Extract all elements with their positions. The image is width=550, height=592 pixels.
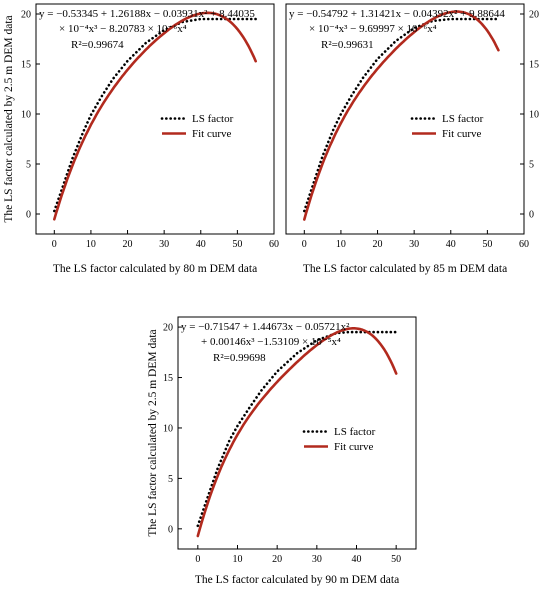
y-tick-label: 15: [529, 60, 539, 71]
y-tick-label: 10: [529, 110, 539, 121]
y-axis-label: The LS factor calculated by 2.5 m DEM da…: [147, 329, 159, 536]
x-tick-label: 50: [391, 554, 401, 565]
x-axis-label: The LS factor calculated by 80 m DEM dat…: [53, 263, 257, 275]
legend-label-fit-curve: Fit curve: [192, 128, 232, 140]
y-tick-label: 0: [529, 210, 534, 221]
legend-label-ls-factor: LS factor: [192, 113, 234, 125]
x-tick-label: 0: [302, 239, 307, 250]
y-tick-label: 5: [168, 474, 173, 485]
x-tick-label: 40: [446, 239, 456, 250]
x-tick-label: 20: [123, 239, 133, 250]
ls-factor-series-line: [53, 17, 257, 213]
y-tick-label: 20: [21, 10, 31, 21]
y-tick-label: 15: [163, 373, 173, 384]
x-tick-label: 10: [233, 554, 243, 565]
chart-panel-3: 0 10 20 30 40 50 0 5 10 15 20 The LS factor calcula…: [147, 316, 417, 586]
fit-curve-line: [53, 11, 257, 221]
fit-equation-line: R²=0.99631: [321, 39, 374, 51]
x-tick-label: 50: [482, 239, 492, 250]
fit-equation-line: R²=0.99674: [71, 39, 124, 51]
chart-panel-2: 0 10 20 30 40 50 60 0 5 10 15 20 The LS factor calcu…: [285, 3, 539, 275]
fit-curve-line: [303, 10, 500, 221]
x-tick-label: 30: [409, 239, 419, 250]
fit-equation-line: × 10⁻⁴x³ − 9.69997 × 10⁻⁶x⁴: [309, 23, 437, 35]
y-tick-label: 0: [26, 210, 31, 221]
x-tick-label: 10: [336, 239, 346, 250]
x-tick-label: 40: [196, 239, 206, 250]
x-tick-label: 0: [52, 239, 57, 250]
x-tick-label: 20: [373, 239, 383, 250]
y-tick-label: 5: [26, 160, 31, 171]
legend-label-ls-factor: LS factor: [334, 426, 376, 438]
x-axis-label: The LS factor calculated by 90 m DEM dat…: [195, 574, 399, 586]
fit-equation-line: y = −0.53345 + 1.26188x − 0.03931x² + 8.…: [39, 8, 255, 20]
fit-equation-line: + 0.00146x³ −1.53109 × 10⁻⁵x⁴: [201, 336, 341, 348]
y-axis-label: The LS factor calculated by 2.5 m DEM da…: [3, 15, 15, 222]
x-tick-label: 30: [312, 554, 322, 565]
fit-equation-line: y = −0.54792 + 1.31421x − 0.04392x² + 9.…: [289, 8, 505, 20]
y-tick-label: 15: [21, 60, 31, 71]
x-tick-label: 10: [86, 239, 96, 250]
y-tick-label: 5: [529, 160, 534, 171]
legend-label-ls-factor: LS factor: [442, 113, 484, 125]
x-tick-label: 40: [352, 554, 362, 565]
x-tick-label: 30: [159, 239, 169, 250]
fit-equation-line: y = −0.71547 + 1.44673x − 0.05721x²: [181, 321, 350, 333]
fit-equation-line: R²=0.99698: [213, 352, 266, 364]
legend-label-fit-curve: Fit curve: [334, 441, 374, 453]
plot-frame: [177, 316, 417, 550]
y-tick-label: 20: [529, 10, 539, 21]
x-tick-label: 50: [232, 239, 242, 250]
x-axis-label: The LS factor calculated by 85 m DEM dat…: [303, 263, 507, 275]
x-tick-label: 20: [272, 554, 282, 565]
plot-frame: [285, 3, 525, 235]
legend-label-fit-curve: Fit curve: [442, 128, 482, 140]
x-tick-label: 60: [519, 239, 529, 250]
y-tick-label: 20: [163, 323, 173, 334]
ls-factor-series-line: [303, 17, 500, 213]
ls-factor-series-line: [196, 330, 398, 528]
fit-curve-line: [196, 327, 398, 538]
chart-panel-1: 0 10 20 30 40 50 60 0 5 10 15 20 The LS factor calcu…: [3, 3, 279, 275]
y-tick-label: 10: [21, 110, 31, 121]
x-tick-label: 60: [269, 239, 279, 250]
fit-equation-line: × 10⁻⁴x³ − 8.20783 × 10⁻⁶x⁴: [59, 23, 187, 35]
plot-frame: [35, 3, 275, 235]
x-tick-label: 0: [195, 554, 200, 565]
y-tick-label: 10: [163, 423, 173, 434]
y-tick-label: 0: [168, 524, 173, 535]
